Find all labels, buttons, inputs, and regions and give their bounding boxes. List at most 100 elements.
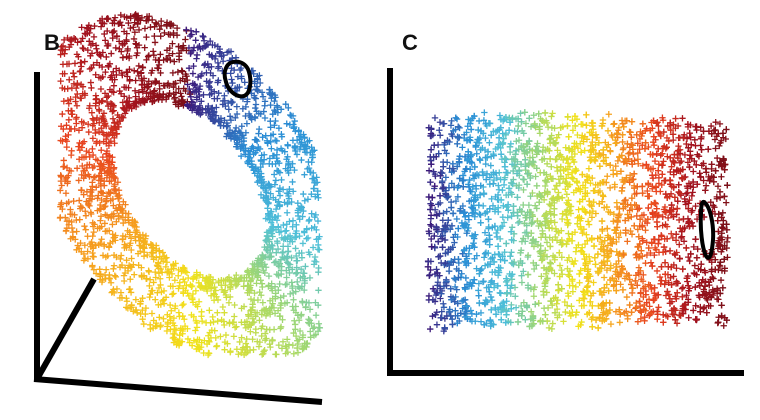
scatter-marker bbox=[110, 68, 117, 75]
scatter-marker bbox=[491, 222, 499, 230]
scatter-marker bbox=[316, 324, 324, 332]
scatter-marker bbox=[124, 69, 131, 76]
scatter-marker bbox=[311, 147, 318, 154]
scatter-marker bbox=[505, 127, 513, 134]
scatter-marker bbox=[576, 270, 583, 278]
scatter-marker bbox=[294, 199, 302, 207]
scatter-marker bbox=[677, 234, 685, 242]
scatter-marker bbox=[614, 157, 622, 165]
scatter-marker bbox=[155, 301, 162, 309]
scatter-marker bbox=[488, 277, 496, 285]
scatter-marker bbox=[634, 282, 641, 289]
scatter-marker bbox=[197, 111, 204, 118]
scatter-marker bbox=[89, 219, 96, 227]
scatter-marker bbox=[111, 272, 119, 279]
scatter-marker bbox=[77, 202, 84, 210]
scatter-marker bbox=[63, 138, 71, 145]
scatter-marker bbox=[670, 121, 677, 128]
scatter-marker bbox=[292, 303, 299, 310]
scatter-marker bbox=[445, 216, 452, 224]
scatter-marker bbox=[75, 53, 82, 60]
scatter-marker bbox=[245, 157, 253, 164]
scatter-marker bbox=[533, 182, 541, 190]
scatter-marker bbox=[108, 50, 115, 57]
scatter-marker bbox=[629, 142, 636, 149]
scatter-marker bbox=[522, 163, 529, 170]
scatter-marker bbox=[160, 56, 167, 64]
scatter-marker bbox=[87, 41, 95, 49]
scatter-marker bbox=[612, 229, 620, 237]
scatter-marker bbox=[258, 89, 266, 96]
scatter-marker bbox=[490, 152, 497, 159]
scatter-marker bbox=[658, 277, 665, 284]
scatter-marker bbox=[234, 84, 241, 91]
scatter-marker bbox=[641, 313, 648, 321]
scatter-marker bbox=[527, 285, 535, 293]
scatter-marker bbox=[717, 276, 725, 284]
scatter-marker bbox=[182, 36, 189, 43]
scatter-marker bbox=[690, 307, 697, 314]
scatter-marker bbox=[507, 305, 515, 312]
scatter-marker bbox=[123, 257, 130, 264]
scatter-marker bbox=[63, 174, 71, 181]
scatter-marker bbox=[623, 174, 630, 181]
scatter-marker bbox=[485, 284, 492, 291]
scatter-marker bbox=[78, 144, 86, 151]
scatter-marker bbox=[534, 140, 541, 147]
scatter-marker bbox=[487, 132, 495, 139]
scatter-marker bbox=[440, 304, 448, 311]
scatter-marker bbox=[97, 85, 105, 93]
scatter-marker bbox=[272, 177, 280, 184]
scatter-marker bbox=[201, 60, 209, 68]
scatter-marker bbox=[489, 202, 497, 209]
scatter-marker bbox=[659, 114, 666, 121]
scatter-marker bbox=[290, 296, 297, 303]
scatter-marker bbox=[132, 99, 140, 107]
scatter-marker bbox=[65, 217, 73, 225]
scatter-marker bbox=[82, 212, 90, 219]
scatter-marker bbox=[442, 260, 450, 268]
scatter-marker bbox=[542, 177, 549, 184]
scatter-marker bbox=[57, 77, 64, 85]
scatter-marker bbox=[548, 124, 556, 131]
scatter-marker bbox=[277, 294, 284, 301]
scatter-marker bbox=[439, 217, 447, 224]
scatter-marker bbox=[84, 255, 92, 263]
scatter-marker bbox=[454, 233, 461, 241]
scatter-marker bbox=[157, 32, 164, 40]
scatter-marker bbox=[680, 215, 687, 223]
scatter-marker bbox=[216, 49, 223, 56]
scatter-marker bbox=[103, 131, 110, 138]
scatter-marker bbox=[520, 268, 527, 275]
scatter-marker bbox=[293, 227, 300, 235]
scatter-marker bbox=[110, 27, 118, 35]
scatter-marker bbox=[599, 192, 606, 199]
scatter-marker bbox=[243, 98, 251, 105]
scatter-marker bbox=[207, 334, 215, 342]
scatter-marker bbox=[308, 190, 315, 198]
scatter-marker bbox=[301, 197, 308, 204]
scatter-marker bbox=[567, 312, 575, 320]
scatter-marker bbox=[169, 291, 176, 298]
scatter-marker bbox=[458, 297, 466, 305]
scatter-marker bbox=[280, 292, 287, 300]
scatter-marker bbox=[563, 191, 571, 198]
scatter-marker bbox=[271, 181, 279, 188]
scatter-marker bbox=[471, 255, 478, 262]
scatter-marker bbox=[588, 202, 595, 210]
scatter-marker bbox=[307, 149, 314, 156]
scatter-marker bbox=[634, 226, 642, 233]
scatter-marker bbox=[225, 299, 233, 306]
scatter-marker bbox=[472, 318, 479, 325]
scatter-marker bbox=[692, 283, 699, 291]
scatter-marker bbox=[668, 163, 675, 170]
scatter-marker bbox=[139, 315, 146, 323]
scatter-marker bbox=[675, 181, 682, 189]
scatter-marker bbox=[271, 310, 279, 317]
scatter-marker bbox=[93, 114, 101, 122]
scatter-marker bbox=[598, 217, 606, 225]
scatter-marker bbox=[104, 42, 112, 50]
scatter-marker bbox=[91, 22, 98, 30]
scatter-marker bbox=[682, 201, 689, 208]
scatter-marker bbox=[512, 163, 519, 170]
